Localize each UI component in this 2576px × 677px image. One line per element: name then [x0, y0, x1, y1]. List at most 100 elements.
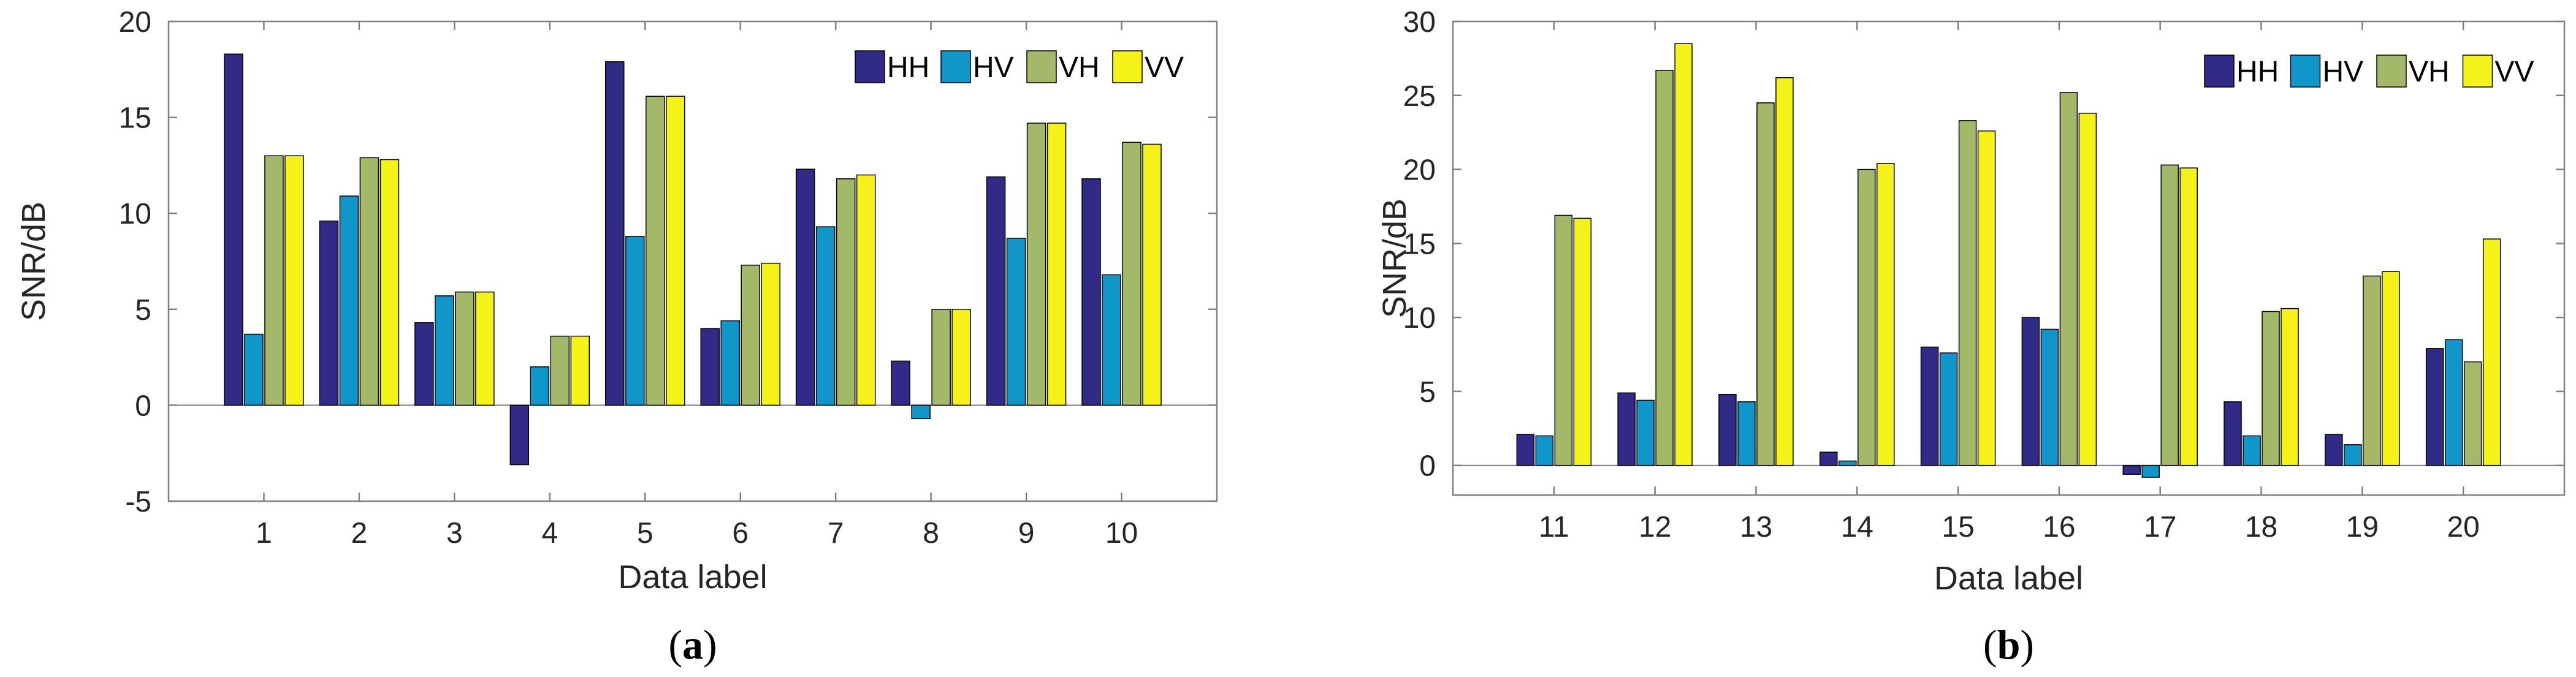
- caption-close-paren: ): [703, 621, 717, 668]
- bar-HH-4-a: [509, 404, 530, 466]
- bar-VV-9-a: [1046, 123, 1067, 406]
- bar-HV-12-b: [1636, 399, 1655, 466]
- bar-VH-15-b: [1958, 120, 1977, 466]
- legend-swatch-HV-b: [2290, 55, 2321, 88]
- caption-open-paren: (: [668, 621, 682, 668]
- bar-HV-16-b: [2040, 328, 2059, 466]
- x-axis-title-b: Data label: [1934, 560, 2083, 597]
- bar-VV-20-b: [2482, 238, 2501, 466]
- bar-VV-18-b: [2281, 308, 2299, 466]
- y-tick-label-a: -5: [125, 486, 151, 518]
- chart-panel-b: 0 5 10 15 20 25 30 11 12 13 14 15 16 17 18 19 20 Data lab…: [1376, 6, 2566, 668]
- bar-VH-10-a: [1122, 142, 1141, 406]
- bar-HH-17-b: [2122, 464, 2141, 475]
- bar-VH-7-a: [836, 178, 856, 406]
- bar-HH-3-a: [414, 322, 434, 406]
- bar-HV-13-b: [1737, 401, 1756, 466]
- bar-HH-13-b: [1718, 393, 1737, 466]
- bar-VV-1-a: [284, 155, 304, 406]
- caption-close-paren: ): [2020, 621, 2034, 668]
- bar-VH-5-a: [646, 96, 665, 406]
- bar-VV-13-b: [1775, 77, 1794, 466]
- panel-caption-b: (b): [1983, 621, 2034, 668]
- series-HV-b: [1535, 328, 2463, 478]
- x-tick-label-a: 4: [541, 517, 558, 550]
- x-tick-label-a: 5: [637, 517, 654, 550]
- y-tick-label-a: 15: [119, 102, 151, 135]
- series-VV-b: [1573, 43, 2501, 466]
- bar-HH-9-a: [986, 176, 1006, 406]
- bar-VV-17-b: [2179, 167, 2198, 466]
- bar-HV-5-a: [625, 236, 645, 406]
- bar-HV-4-a: [530, 366, 550, 406]
- x-tick-label-a: 8: [923, 517, 939, 550]
- x-tick-label-a: 1: [256, 517, 272, 550]
- legend-label-VV-b: VV: [2495, 56, 2534, 88]
- bar-VV-15-b: [1977, 130, 1996, 466]
- legend-label-HV-a: HV: [973, 51, 1014, 84]
- x-tick-label-b: 16: [2043, 511, 2075, 543]
- bar-VV-8-a: [951, 309, 971, 406]
- bar-VV-10-a: [1142, 143, 1162, 406]
- bar-VH-11-b: [1554, 214, 1573, 466]
- bar-HV-3-a: [435, 295, 454, 406]
- x-tick-label-b: 14: [1841, 511, 1873, 543]
- legend-swatch-HH-b: [2204, 55, 2235, 88]
- legend-swatch-VV-a: [1112, 50, 1143, 83]
- y-tick-label-a: 20: [119, 6, 151, 39]
- bar-HH-19-b: [2325, 434, 2343, 466]
- y-tick-label-a: 0: [135, 390, 151, 422]
- bar-VV-16-b: [2078, 113, 2097, 466]
- y-tick-label-b: 25: [1403, 80, 1436, 113]
- series-VH-a: [264, 96, 1141, 406]
- bar-HH-11-b: [1516, 434, 1535, 466]
- bar-VV-2-a: [379, 159, 400, 406]
- bar-HH-10-a: [1081, 178, 1101, 406]
- y-axis-title-b: SNR/dB: [1376, 199, 1413, 318]
- legend-b: HH HV VH VV: [2199, 51, 2545, 91]
- bar-VV-14-b: [1877, 163, 1895, 466]
- bar-VH-19-b: [2363, 275, 2381, 466]
- bar-VH-16-b: [2059, 92, 2078, 466]
- panel-caption-a: (a): [668, 621, 717, 668]
- bar-VV-12-b: [1674, 43, 1693, 466]
- x-tick-label-a: 2: [351, 517, 368, 550]
- bar-HV-7-a: [815, 226, 836, 406]
- bar-HH-1-a: [224, 53, 243, 406]
- caption-open-paren: (: [1983, 621, 1997, 668]
- y-tick-label-a: 5: [135, 294, 151, 327]
- bar-VV-6-a: [761, 262, 780, 406]
- bar-VH-2-a: [359, 157, 379, 406]
- x-tick-label-b: 17: [2144, 511, 2176, 543]
- legend-label-VH-a: VH: [1059, 51, 1100, 84]
- x-tick-label-a: 6: [732, 517, 749, 550]
- bar-VV-19-b: [2382, 271, 2400, 466]
- bar-VH-12-b: [1655, 69, 1674, 466]
- x-tick-label-b: 20: [2447, 511, 2479, 543]
- bar-HH-12-b: [1617, 392, 1636, 466]
- bar-HV-9-a: [1006, 238, 1026, 406]
- bar-HH-20-b: [2425, 348, 2444, 466]
- series-HV-a: [244, 195, 1121, 420]
- x-tick-label-a: 3: [446, 517, 463, 550]
- bar-VH-14-b: [1858, 168, 1876, 466]
- x-tick-label-b: 18: [2245, 511, 2277, 543]
- series-HH-a: [224, 53, 1101, 466]
- y-tick-label-a: 10: [119, 198, 151, 230]
- legend-a: HH HV VH VV: [850, 47, 1194, 86]
- bar-VH-6-a: [741, 265, 760, 406]
- x-tick-label-a: 7: [828, 517, 844, 550]
- bar-VH-20-b: [2463, 361, 2482, 466]
- bar-VV-4-a: [570, 335, 590, 406]
- legend-label-HH-b: HH: [2236, 56, 2279, 88]
- bar-HH-15-b: [1920, 346, 1939, 466]
- y-axis-title-a: SNR/dB: [15, 202, 52, 321]
- bar-VH-13-b: [1756, 102, 1775, 466]
- bar-VH-18-b: [2262, 311, 2280, 466]
- y-tick-label-b: 30: [1403, 6, 1436, 39]
- bar-VH-9-a: [1026, 123, 1046, 406]
- bar-VV-11-b: [1573, 217, 1592, 466]
- axes-box-b: [1452, 20, 2566, 496]
